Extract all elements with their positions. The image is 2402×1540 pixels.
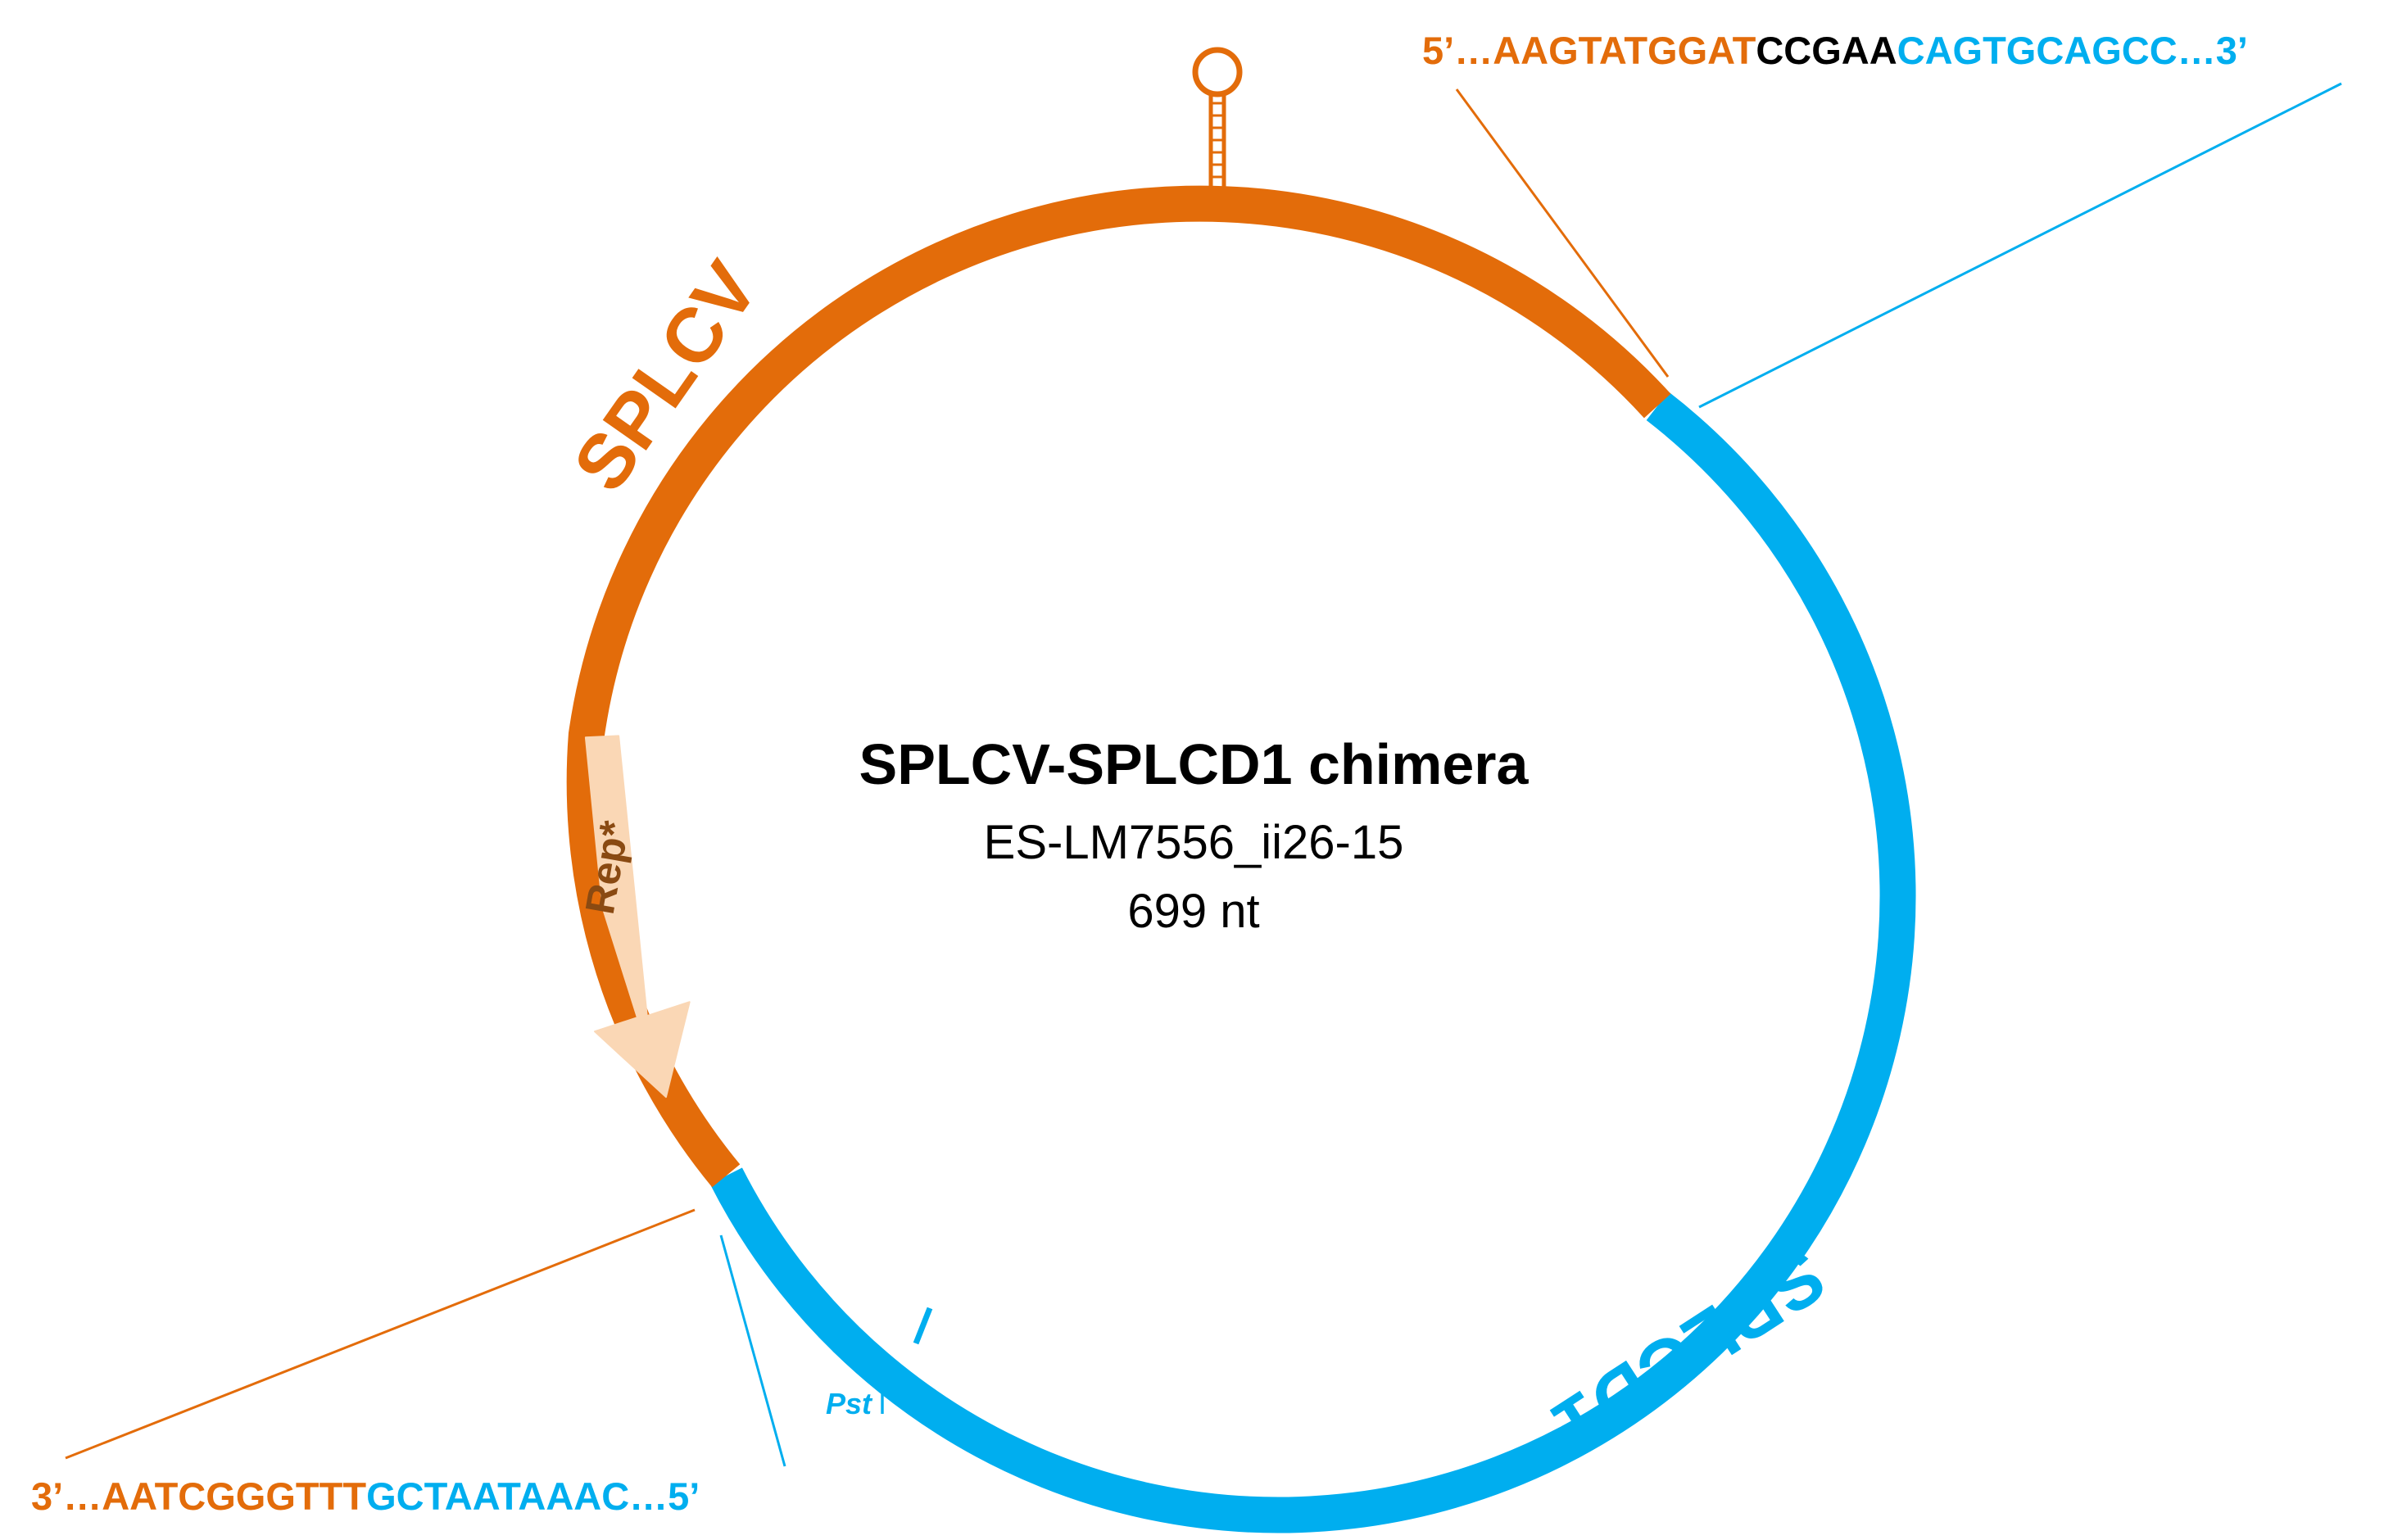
top-junction-suffix: …3’: [2178, 29, 2248, 72]
bottom-junction-sequence: 3’…AATCGGGTTTGCTAATAAAC…5’: [31, 1474, 700, 1518]
bottom-junction-splcd1: GCTAATAAAC: [366, 1474, 629, 1518]
bottom-junction-prefix: 3’…: [31, 1474, 102, 1518]
bottom-junction-splcv: AATCGGGTTT: [102, 1474, 366, 1518]
splcv-segment: [566, 185, 1671, 1188]
pst-site-name: Pst: [826, 1387, 873, 1420]
bottom-callout-splcv: [65, 1208, 696, 1460]
top-junction-prefix: 5’…: [1422, 29, 1493, 72]
genome-length: 699 nt: [1127, 885, 1259, 938]
rep-arrow: [584, 735, 691, 1098]
pst-site-suffix: I: [878, 1387, 886, 1420]
bottom-callout-splcd1: [719, 1234, 786, 1467]
pst-site-tick: [913, 1307, 933, 1345]
top-junction-overlap: CCGAA: [1756, 29, 1897, 72]
top-callout-splcv: [1455, 88, 1670, 378]
top-junction-splcv: AAGTATGGAT: [1493, 29, 1756, 72]
isolate-name: ES-LM7556_ii26-15: [984, 816, 1404, 869]
top-junction-sequence: 5’…AAGTATGGATCCGAACAGTGCAGCC…3’: [1422, 29, 2248, 72]
splcd1-segment: [709, 392, 1916, 1533]
splcv-label: SPLCV: [556, 247, 774, 506]
splcd1-label: SPLCD1: [1539, 1232, 1841, 1470]
bottom-junction-suffix: …5’: [629, 1474, 700, 1518]
chimera-title: SPLCV-SPLCD1 chimera: [859, 732, 1530, 796]
stem-loop-icon: [1192, 47, 1243, 193]
top-callout-splcd1: [1698, 82, 2342, 409]
pst-site-label: Pst I: [826, 1387, 886, 1420]
top-junction-splcd1: CAGTGCAGCC: [1897, 29, 2178, 72]
